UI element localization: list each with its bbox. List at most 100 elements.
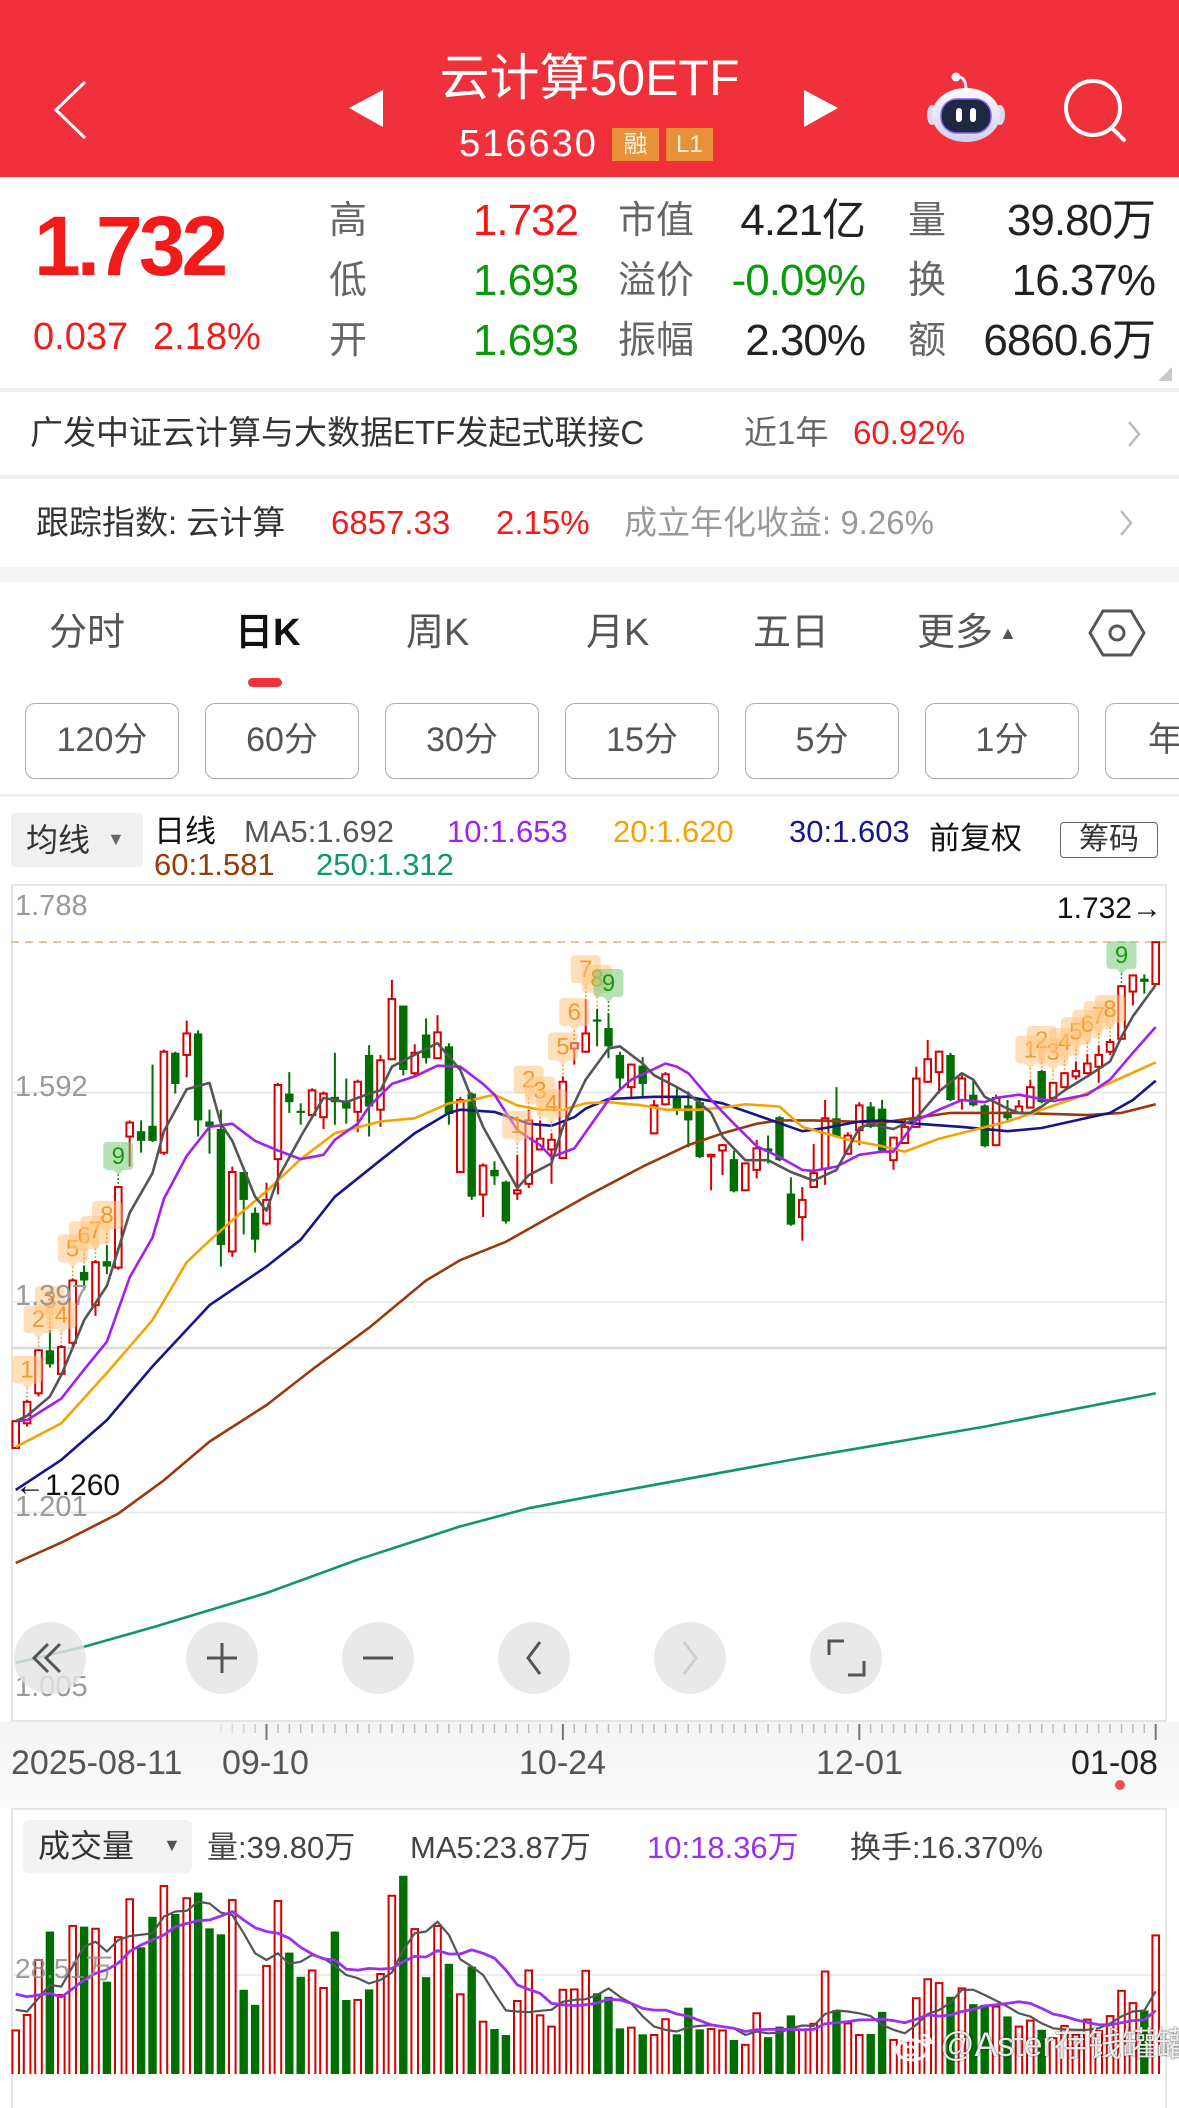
zoom-out-button[interactable]: [342, 1622, 414, 1694]
svg-text:4: 4: [545, 1090, 558, 1117]
volume-bar-up: [1105, 2015, 1115, 2074]
volume-bar-down: [1140, 2010, 1149, 2074]
volume-bar-up: [627, 2026, 636, 2074]
volume-ma10-line: [15, 1910, 1157, 2033]
ma250-line: [15, 1392, 1156, 1665]
scroll-left-button[interactable]: [498, 1622, 570, 1694]
candle-up: [741, 1162, 750, 1192]
volume-bar-up: [843, 2022, 853, 2074]
volume-bar-up: [262, 1964, 271, 2074]
search-button[interactable]: [1058, 72, 1134, 148]
candle-down: [193, 1030, 203, 1137]
scroll-right-button[interactable]: [654, 1622, 726, 1694]
volume-bar-down: [296, 1976, 305, 2074]
fullscreen-icon: [827, 1639, 866, 1677]
tab-weekly-k[interactable]: 周K: [406, 612, 470, 654]
tab-daily-k[interactable]: 日K: [235, 612, 301, 654]
interval-30min-button[interactable]: 30分: [385, 703, 539, 779]
next-security-button[interactable]: [800, 86, 842, 130]
expand-stats-toggle[interactable]: [1156, 365, 1174, 383]
volume-bar-up: [991, 2005, 1001, 2074]
security-code: 516630: [459, 123, 598, 165]
candle-up: [649, 1100, 659, 1135]
security-name: 云计算50ETF: [439, 50, 740, 106]
volume-ma5-line: [15, 1900, 1157, 2037]
volume-plot[interactable]: [0, 1808, 1179, 2074]
tab-intraday[interactable]: 分时: [49, 612, 126, 654]
volume-bar-down: [102, 1981, 112, 2074]
date-label: 09-10: [222, 1744, 309, 1782]
volume-bar-down: [695, 2029, 704, 2074]
previous-security-button[interactable]: [345, 86, 387, 130]
volume-bar-down: [592, 1993, 602, 2074]
volume-bar-up: [273, 1900, 283, 2074]
volume-bar-up: [91, 1927, 100, 2074]
linked-fund-row[interactable]: 广发中证云计算与大数据ETF发起式联接C 近1年 60.92%: [0, 392, 1179, 475]
volume-bar-up: [307, 1969, 317, 2074]
kline-chart-frame: [11, 884, 1167, 1722]
divider: [0, 388, 1179, 392]
volume-value: 量:39.80万: [207, 1830, 356, 1865]
zoom-in-button[interactable]: [186, 1622, 258, 1694]
volume-bar-up: [1128, 2002, 1138, 2074]
interval-year-button[interactable]: 年: [1105, 703, 1179, 779]
divider: [0, 475, 1179, 479]
tracking-index-row[interactable]: 跟踪指数: 云计算 6857.33 2.15% 成立年化收益: 9.26%: [0, 479, 1179, 567]
volume-bar-up: [387, 1894, 397, 2074]
tracking-index-label: 跟踪指数: 云计算: [36, 504, 286, 541]
candle-down: [615, 1051, 625, 1091]
interval-15min-button[interactable]: 15分: [565, 703, 719, 779]
td-marker: 6: [559, 998, 590, 1042]
volume-indicator-selector[interactable]: 成交量 ▼: [23, 1820, 192, 1873]
chips-distribution-button[interactable]: 筹码: [1060, 822, 1158, 858]
volume-bar-up: [855, 2034, 864, 2074]
interval-60min-button[interactable]: 60分: [205, 703, 359, 779]
interval-5min-button[interactable]: 5分: [745, 703, 899, 779]
volume-bar-down: [330, 1931, 340, 2074]
fullscreen-button[interactable]: [810, 1622, 882, 1694]
indicator-selector[interactable]: 均线 ▼: [11, 813, 143, 867]
tab-monthly-k[interactable]: 月K: [586, 612, 650, 654]
triangle-left-icon: [349, 90, 383, 127]
chart-settings-button[interactable]: [1086, 608, 1148, 660]
price-adjust-mode[interactable]: 前复权: [929, 821, 1022, 856]
ai-assistant-button[interactable]: [926, 68, 1006, 154]
volume-bar-down: [866, 2033, 875, 2074]
candle-down: [763, 1135, 773, 1164]
y-axis-label: 1.397: [15, 1280, 88, 1312]
volume-bar-down: [786, 2015, 796, 2074]
back-button[interactable]: [46, 74, 94, 146]
kline-plot[interactable]: 123456789123456789123456789: [0, 884, 1179, 1722]
td-marker: 8: [1095, 994, 1126, 1038]
ma20-line: [15, 1061, 1157, 1449]
tab-five-day[interactable]: 五日: [753, 612, 830, 654]
stat-value-low: 1.693: [472, 256, 579, 305]
tab-more[interactable]: 更多 ▲: [917, 614, 1017, 652]
stat-value-high: 1.732: [472, 196, 579, 245]
watermark-text: @Aster存钱罐罐: [940, 2026, 1179, 2064]
candle-down: [980, 1104, 989, 1148]
candle-down: [205, 1109, 214, 1154]
volume-bar-down: [877, 2011, 887, 2074]
jump-to-start-button[interactable]: [14, 1622, 86, 1694]
volume-bar-down: [980, 2004, 989, 2074]
volume-bar-up: [353, 1998, 362, 2074]
candle-down: [285, 1072, 294, 1113]
date-axis-ticks[interactable]: [0, 1722, 1179, 1744]
stat-label-high: 高: [329, 200, 368, 242]
svg-text:8: 8: [100, 1202, 113, 1229]
volume-bar-up: [706, 2028, 716, 2074]
volume-bar-up: [1048, 2037, 1058, 2074]
interval-120min-button[interactable]: 120分: [25, 703, 179, 779]
candle-down: [421, 1018, 431, 1064]
candle-up: [820, 1100, 830, 1185]
candle-down: [490, 1161, 499, 1185]
volume-bar-down: [638, 2034, 647, 2074]
interval-1min-button[interactable]: 1分: [925, 703, 1079, 779]
linked-fund-period: 近1年: [744, 414, 829, 451]
volume-bar-down: [775, 2026, 784, 2074]
candle-up: [889, 1136, 898, 1170]
candle-down: [296, 1103, 305, 1125]
volume-bar-up: [581, 1969, 591, 2074]
dropdown-arrow-icon: ▼: [107, 829, 125, 849]
